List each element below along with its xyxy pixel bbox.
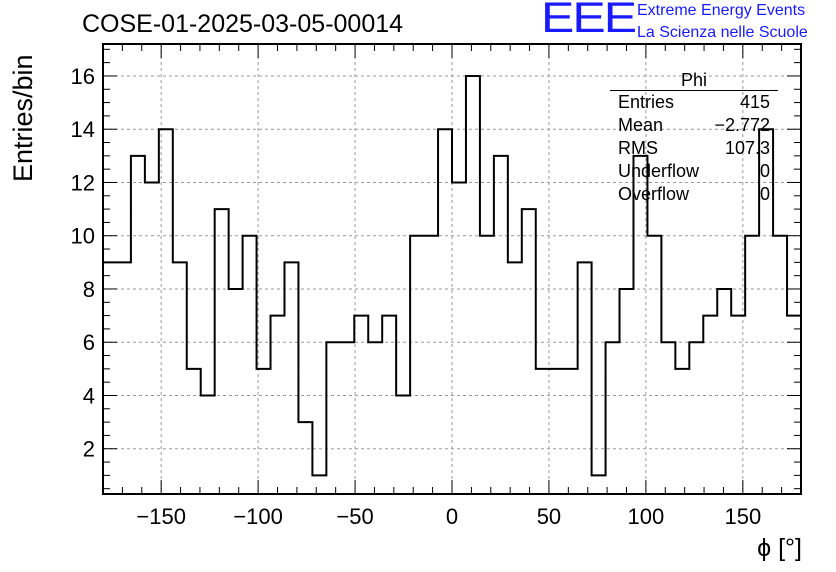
y-axis-label: Entries/bin [8, 54, 38, 182]
stats-label: Mean [618, 115, 664, 135]
stats-title: Phi [610, 70, 778, 91]
histogram-bin [508, 262, 522, 494]
histogram-bin [298, 422, 312, 494]
histogram-bin [633, 156, 647, 494]
x-tick-label: 50 [537, 504, 561, 529]
x-tick-label: 150 [724, 504, 761, 529]
histogram-bin [592, 475, 606, 494]
histogram-bin [536, 369, 550, 494]
histogram-bin [745, 236, 759, 494]
histogram-bin [284, 262, 298, 494]
histogram-bin [215, 209, 229, 494]
y-tick-label: 4 [83, 383, 95, 408]
x-tick-label: −150 [136, 504, 186, 529]
histogram-bin [271, 316, 285, 494]
histogram-bin [578, 262, 592, 494]
stats-row-rms: RMS 107.3 [610, 137, 778, 160]
histogram-bin [103, 262, 117, 494]
x-tick-label: 0 [446, 504, 458, 529]
histogram-bin [717, 289, 731, 494]
y-tick-label: 14 [71, 117, 95, 142]
histogram-bin [494, 156, 508, 494]
histogram-bin [606, 342, 620, 494]
histogram-bin [564, 369, 578, 494]
histogram-bin [159, 129, 173, 494]
histogram-bin [466, 76, 480, 494]
stats-value: −2.772 [714, 115, 770, 135]
histogram-bin [354, 316, 368, 494]
y-tick-label: 6 [83, 330, 95, 355]
histogram-bin [703, 316, 717, 494]
histogram-bin [689, 342, 703, 494]
histogram-bin [787, 316, 801, 494]
stats-value: 0 [759, 161, 770, 181]
stats-row-underflow: Underflow 0 [610, 160, 778, 183]
histogram-bin [173, 262, 187, 494]
histogram-bin [243, 236, 257, 494]
histogram-bin [396, 395, 410, 494]
x-tick-label: 100 [628, 504, 665, 529]
histogram-bin [731, 316, 745, 494]
histogram-bin [438, 129, 452, 494]
histogram-bin [773, 236, 787, 494]
histogram-bin [675, 369, 689, 494]
stats-box: Phi Entries 415 Mean −2.772 RMS 107.3 Un… [610, 70, 778, 206]
histogram-bin [131, 156, 145, 494]
histogram-bin [257, 369, 271, 494]
stats-row-mean: Mean −2.772 [610, 114, 778, 137]
histogram-bin [368, 342, 382, 494]
histogram-bin [647, 236, 661, 494]
y-tick-label: 2 [83, 437, 95, 462]
stats-value: 415 [739, 92, 770, 112]
histogram-bin [145, 182, 159, 494]
histogram-bin [117, 262, 131, 494]
histogram-bin [452, 182, 466, 494]
x-axis-label: ϕ [°] [757, 534, 802, 562]
histogram-bin [620, 289, 634, 494]
histogram-bin [522, 209, 536, 494]
y-tick-label: 12 [71, 170, 95, 195]
plot-frame [102, 43, 802, 495]
y-tick-label: 10 [71, 224, 95, 249]
histogram-bin [424, 236, 438, 494]
stats-row-entries: Entries 415 [610, 91, 778, 114]
eee-logo-mark: EEE [541, 0, 637, 42]
y-tick-label: 8 [83, 277, 95, 302]
x-tick-label: −50 [336, 504, 373, 529]
histogram-bin [326, 342, 340, 494]
histogram-bin [550, 369, 564, 494]
stats-label: Underflow [618, 161, 700, 181]
histogram-bin [410, 236, 424, 494]
stats-value: 107.3 [724, 138, 770, 158]
histogram-bin [340, 342, 354, 494]
chart-title: COSE-01-2025-03-05-00014 [82, 10, 404, 38]
histogram-series-line [103, 74, 801, 477]
stats-value: 0 [759, 184, 770, 204]
x-tick-label: −100 [233, 504, 283, 529]
histogram-bin [382, 316, 396, 494]
stats-label: RMS [618, 138, 658, 158]
histogram-bin [187, 369, 201, 494]
stats-label: Overflow [618, 184, 690, 204]
y-tick-label: 16 [71, 64, 95, 89]
histogram-bin [661, 342, 675, 494]
logo-line-2: La Scienza nelle Scuole [637, 24, 808, 41]
logo-line-1: Extreme Energy Events [637, 2, 806, 19]
histogram-bin [312, 475, 326, 494]
histogram-bin [201, 395, 215, 494]
histogram-bin [229, 289, 243, 494]
stats-row-overflow: Overflow 0 [610, 183, 778, 206]
stats-label: Entries [618, 92, 675, 112]
histogram-bin [480, 236, 494, 494]
